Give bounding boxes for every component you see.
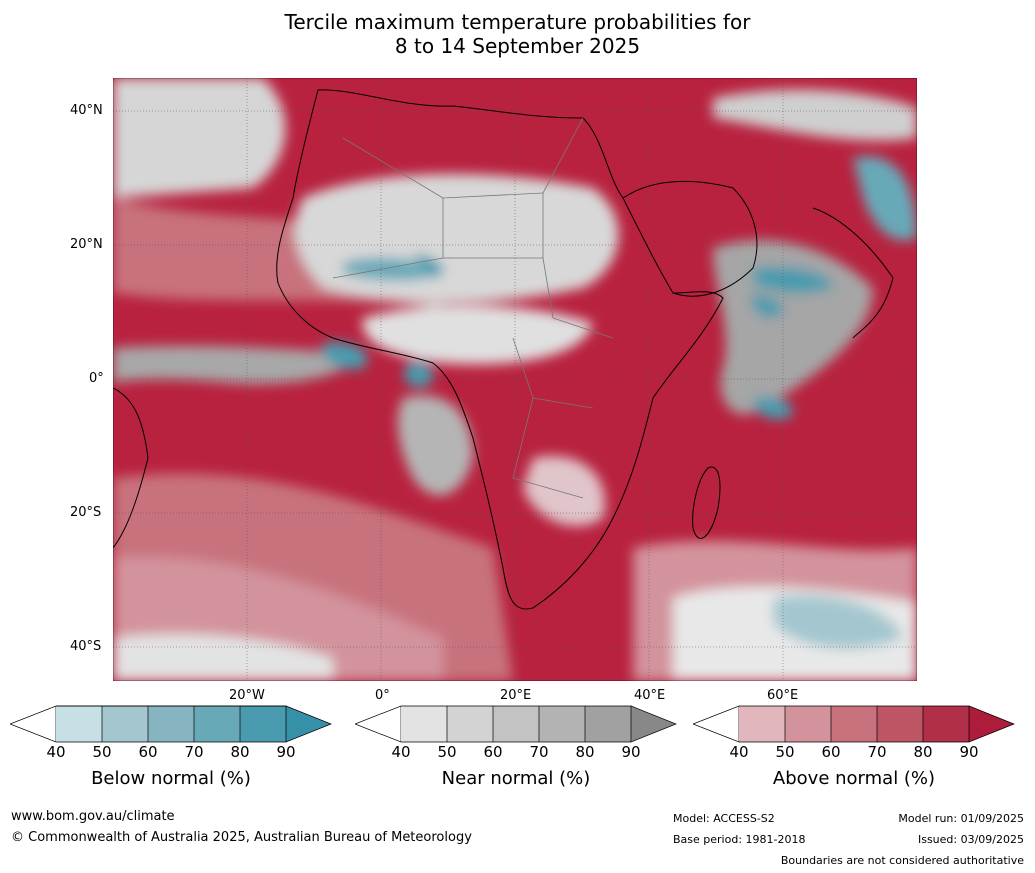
cb-near-swatch-2 — [493, 706, 539, 742]
cb-near-swatch-4 — [585, 706, 631, 742]
forecast-map — [113, 78, 917, 681]
cb-below-swatch-2 — [148, 706, 194, 742]
cb-near-tick: 90 — [621, 743, 641, 761]
india-coast — [812, 207, 894, 339]
cb-above-swatch-3 — [877, 706, 923, 742]
cb-below-tick: 40 — [46, 743, 66, 761]
map-title: Tercile maximum temperature probabilitie… — [0, 10, 1035, 58]
cb-above-tick: 50 — [775, 743, 795, 761]
arabia-coast — [622, 181, 758, 297]
cb-above-tick: 40 — [729, 743, 749, 761]
cb-near-tick: 40 — [391, 743, 411, 761]
issued-text: Issued: 03/09/2025 — [917, 833, 1024, 846]
cb-above-tick: 70 — [867, 743, 887, 761]
cb-above-tick: 60 — [821, 743, 841, 761]
colorbar-above-label: Above normal (%) — [772, 768, 936, 789]
cb-above-swatch-1 — [785, 706, 831, 742]
colorbar-above-normal — [693, 705, 1015, 743]
coastline — [276, 89, 724, 610]
lon-label-60e: 60°E — [767, 688, 799, 703]
base-period-text: Base period: 1981-2018 — [673, 833, 806, 846]
colorbar-near-label: Near normal (%) — [441, 768, 591, 789]
lat-label-40s: 40°S — [70, 639, 102, 654]
cb-below-tick: 60 — [138, 743, 158, 761]
lon-label-40e: 40°E — [634, 688, 666, 703]
lat-label-0: 0° — [89, 371, 104, 386]
cb-above-swatch-4 — [923, 706, 969, 742]
lon-label-20e: 20°E — [500, 688, 532, 703]
website-link[interactable]: www.bom.gov.au/climate — [11, 809, 175, 824]
lat-label-40n: 40°N — [70, 103, 103, 118]
cb-near-swatch-3 — [539, 706, 585, 742]
madagascar — [692, 466, 721, 539]
cb-above-tick: 80 — [913, 743, 933, 761]
cb-below-over — [285, 705, 332, 743]
cb-above-tick: 90 — [959, 743, 979, 761]
lat-label-20s: 20°S — [70, 505, 102, 520]
cb-near-tick: 70 — [529, 743, 549, 761]
cb-below-tick: 50 — [92, 743, 112, 761]
cb-above-swatch-2 — [831, 706, 877, 742]
cb-near-tick: 50 — [437, 743, 457, 761]
cb-near-tick: 80 — [575, 743, 595, 761]
colorbar-below-label: Below normal (%) — [91, 768, 251, 789]
colorbar-below-normal — [10, 705, 332, 743]
cb-below-tick: 70 — [184, 743, 204, 761]
disclaimer-text: Boundaries are not considered authoritat… — [780, 854, 1024, 867]
colorbar-near-normal — [355, 705, 677, 743]
title-line-1: Tercile maximum temperature probabilitie… — [284, 10, 751, 34]
title-line-2: 8 to 14 September 2025 — [394, 34, 641, 58]
cb-near-swatch-1 — [447, 706, 493, 742]
cb-below-swatch-1 — [102, 706, 148, 742]
cb-below-tick: 90 — [276, 743, 296, 761]
cb-below-tick: 80 — [230, 743, 250, 761]
model-run-text: Model run: 01/09/2025 — [898, 812, 1024, 825]
cb-above-over — [968, 705, 1015, 743]
lat-label-20n: 20°N — [70, 237, 103, 252]
cb-near-tick: 60 — [483, 743, 503, 761]
lon-label-0: 0° — [375, 688, 390, 703]
cb-below-swatch-3 — [194, 706, 240, 742]
cb-below-swatch-4 — [240, 706, 286, 742]
cb-above-swatch-0 — [739, 706, 785, 742]
cb-below-swatch-0 — [56, 706, 102, 742]
cb-near-over — [630, 705, 677, 743]
lon-label-20w: 20°W — [229, 688, 265, 703]
south-america-coast — [113, 387, 149, 549]
model-text: Model: ACCESS-S2 — [673, 812, 775, 825]
copyright-text: © Commonwealth of Australia 2025, Austra… — [11, 830, 472, 845]
cb-near-swatch-0 — [401, 706, 447, 742]
